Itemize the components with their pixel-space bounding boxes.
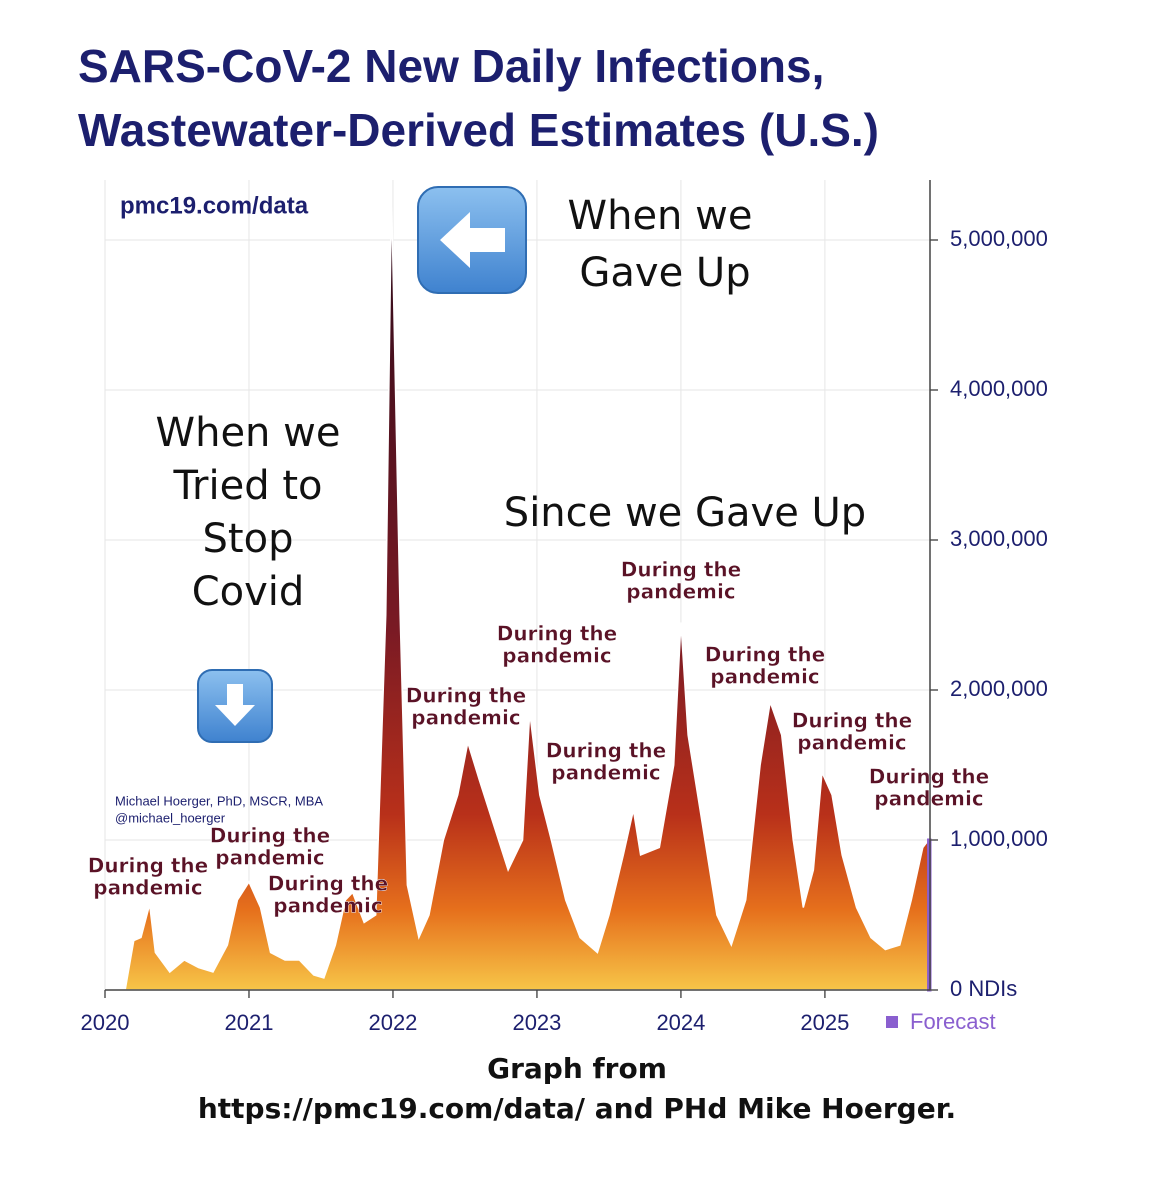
peak-label: pandemic: [626, 580, 735, 604]
down-arrow-emoji: [197, 669, 273, 743]
annotation: Since we Gave Up: [504, 490, 866, 536]
credit: @michael_hoerger: [115, 810, 226, 825]
peak-label: During the: [88, 854, 208, 878]
caption: https://pmc19.com/data/ and PHd Mike Hoe…: [198, 1092, 956, 1125]
chart-title: Wastewater-Derived Estimates (U.S.): [78, 104, 879, 156]
peak-label: During the: [792, 709, 912, 733]
peak-label: pandemic: [93, 876, 202, 900]
y-tick-label: 2,000,000: [950, 676, 1048, 701]
chart-title: SARS-CoV-2 New Daily Infections,: [78, 40, 824, 92]
peak-label: pandemic: [710, 665, 819, 689]
x-tick-label: 2025: [800, 1010, 849, 1035]
annotation: Tried to: [173, 463, 323, 509]
y-tick-label: 5,000,000: [950, 226, 1048, 251]
source-label: pmc19.com/data: [120, 192, 309, 219]
credit: Michael Hoerger, PhD, MSCR, MBA: [115, 793, 323, 808]
peak-label: pandemic: [874, 787, 983, 811]
annotation: When we: [156, 410, 341, 456]
peak-label: pandemic: [502, 644, 611, 668]
peak-label: pandemic: [797, 731, 906, 755]
peak-label: pandemic: [215, 846, 324, 870]
x-tick-label: 2021: [225, 1010, 274, 1035]
x-tick-label: 2024: [656, 1010, 705, 1035]
x-tick-label: 2020: [81, 1010, 130, 1035]
left-arrow-emoji: [417, 186, 527, 294]
peak-label: During the: [546, 739, 666, 763]
x-tick-label: 2023: [512, 1010, 561, 1035]
annotation: Covid: [192, 569, 305, 615]
legend-swatch: [886, 1016, 898, 1028]
area: [124, 194, 930, 991]
peak-label: During the: [869, 765, 989, 789]
peak-label: pandemic: [411, 706, 520, 730]
annotation: When we: [568, 193, 753, 239]
y-tick-label: 4,000,000: [950, 376, 1048, 401]
peak-label: During the: [621, 558, 741, 582]
annotation: Stop: [203, 516, 294, 562]
legend-label: Forecast: [910, 1009, 996, 1034]
peak-label: pandemic: [273, 894, 382, 918]
y-tick-label: 0 NDIs: [950, 976, 1017, 1001]
y-tick-label: 1,000,000: [950, 826, 1048, 851]
peak-label: pandemic: [551, 761, 660, 785]
caption: Graph from: [487, 1052, 667, 1085]
peak-label: During the: [406, 684, 526, 708]
annotation: Gave Up: [579, 250, 750, 296]
x-tick-label: 2022: [368, 1010, 417, 1035]
peak-label: During the: [497, 622, 617, 646]
peak-label: During the: [705, 643, 825, 667]
y-tick-label: 3,000,000: [950, 526, 1048, 551]
peak-label: During the: [210, 824, 330, 848]
peak-label: During the: [268, 872, 388, 896]
